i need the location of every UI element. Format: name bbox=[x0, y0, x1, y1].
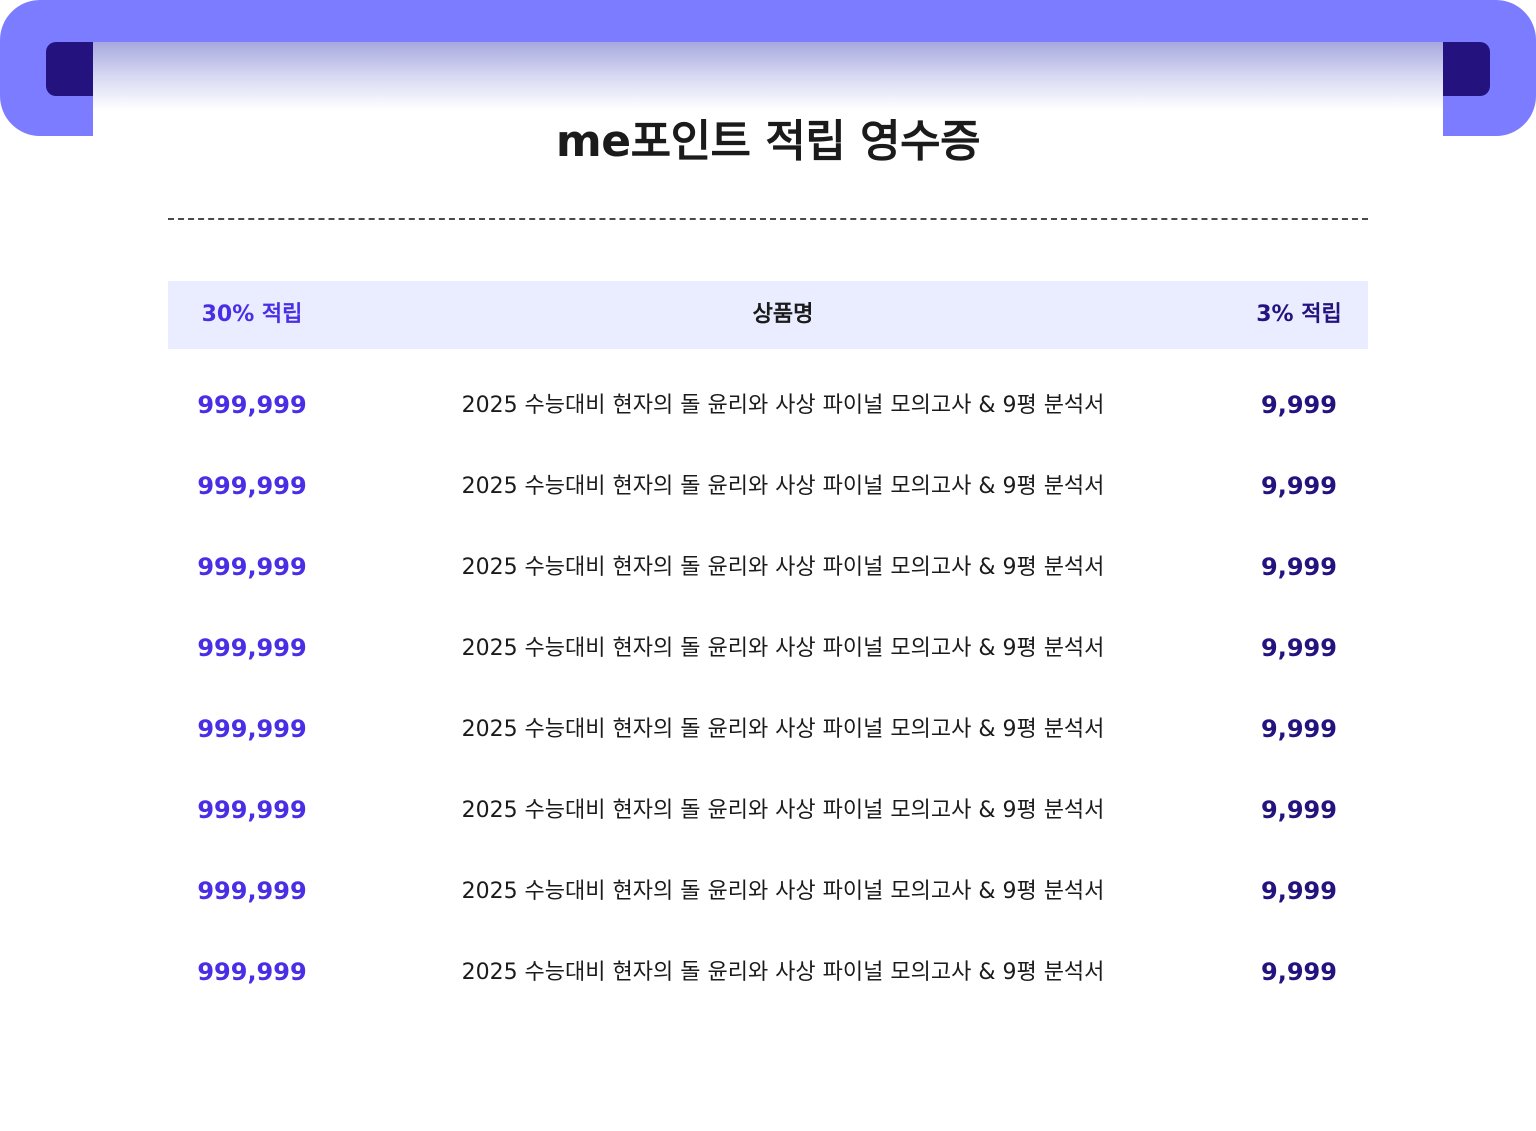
product-name: 2025 수능대비 현자의 돌 윤리와 사상 파이널 모의고사 & 9평 분석서 bbox=[461, 798, 1105, 823]
table-row: 999,999 2025 수능대비 현자의 돌 윤리와 사상 파이널 모의고사 … bbox=[168, 851, 1368, 932]
points-30-value: 999,999 bbox=[197, 553, 307, 581]
points-30-value: 999,999 bbox=[197, 715, 307, 743]
table-header: 30% 적립 상품명 3% 적립 bbox=[168, 281, 1368, 349]
table-body: 999,999 2025 수능대비 현자의 돌 윤리와 사상 파이널 모의고사 … bbox=[168, 365, 1368, 1013]
points-3-value: 9,999 bbox=[1261, 553, 1337, 581]
product-name: 2025 수능대비 현자의 돌 윤리와 사상 파이널 모의고사 & 9평 분석서 bbox=[461, 393, 1105, 418]
receipt-paper-shadow bbox=[93, 42, 1443, 110]
points-3-value: 9,999 bbox=[1261, 634, 1337, 662]
receipt-paper bbox=[93, 42, 1443, 1131]
table-row: 999,999 2025 수능대비 현자의 돌 윤리와 사상 파이널 모의고사 … bbox=[168, 527, 1368, 608]
table-row: 999,999 2025 수능대비 현자의 돌 윤리와 사상 파이널 모의고사 … bbox=[168, 365, 1368, 446]
table-row: 999,999 2025 수능대비 현자의 돌 윤리와 사상 파이널 모의고사 … bbox=[168, 932, 1368, 1013]
table-row: 999,999 2025 수능대비 현자의 돌 윤리와 사상 파이널 모의고사 … bbox=[168, 446, 1368, 527]
points-30-value: 999,999 bbox=[197, 391, 307, 419]
table-row: 999,999 2025 수능대비 현자의 돌 윤리와 사상 파이널 모의고사 … bbox=[168, 608, 1368, 689]
points-3-value: 9,999 bbox=[1261, 391, 1337, 419]
points-30-value: 999,999 bbox=[197, 796, 307, 824]
header-3-percent: 3% 적립 bbox=[1256, 302, 1342, 327]
points-3-value: 9,999 bbox=[1261, 796, 1337, 824]
points-3-value: 9,999 bbox=[1261, 472, 1337, 500]
receipt-title: me포인트 적립 영수증 bbox=[555, 116, 981, 167]
points-30-value: 999,999 bbox=[197, 634, 307, 662]
points-3-value: 9,999 bbox=[1261, 958, 1337, 986]
points-30-value: 999,999 bbox=[197, 472, 307, 500]
table-row: 999,999 2025 수능대비 현자의 돌 윤리와 사상 파이널 모의고사 … bbox=[168, 689, 1368, 770]
header-30-percent: 30% 적립 bbox=[201, 302, 303, 327]
product-name: 2025 수능대비 현자의 돌 윤리와 사상 파이널 모의고사 & 9평 분석서 bbox=[461, 555, 1105, 580]
points-3-value: 9,999 bbox=[1261, 877, 1337, 905]
header-product-name: 상품명 bbox=[752, 302, 814, 327]
product-name: 2025 수능대비 현자의 돌 윤리와 사상 파이널 모의고사 & 9평 분석서 bbox=[461, 474, 1105, 499]
points-3-value: 9,999 bbox=[1261, 715, 1337, 743]
product-name: 2025 수능대비 현자의 돌 윤리와 사상 파이널 모의고사 & 9평 분석서 bbox=[461, 717, 1105, 742]
points-30-value: 999,999 bbox=[197, 958, 307, 986]
dashed-divider bbox=[168, 218, 1368, 220]
product-name: 2025 수능대비 현자의 돌 윤리와 사상 파이널 모의고사 & 9평 분석서 bbox=[461, 879, 1105, 904]
points-30-value: 999,999 bbox=[197, 877, 307, 905]
product-name: 2025 수능대비 현자의 돌 윤리와 사상 파이널 모의고사 & 9평 분석서 bbox=[461, 960, 1105, 985]
product-name: 2025 수능대비 현자의 돌 윤리와 사상 파이널 모의고사 & 9평 분석서 bbox=[461, 636, 1105, 661]
table-row: 999,999 2025 수능대비 현자의 돌 윤리와 사상 파이널 모의고사 … bbox=[168, 770, 1368, 851]
